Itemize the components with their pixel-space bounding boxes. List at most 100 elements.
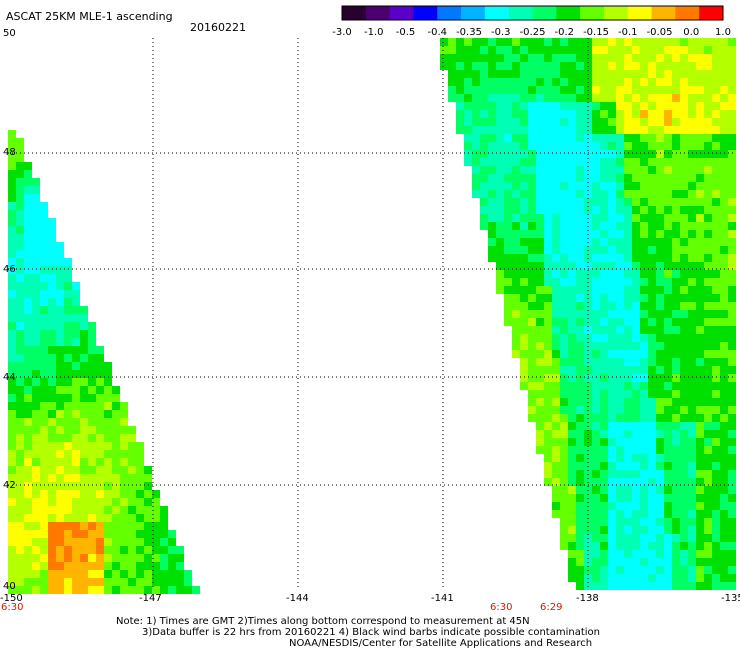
data-cell [160, 530, 168, 538]
data-cell [680, 174, 688, 182]
data-cell [696, 182, 704, 190]
data-cell [16, 394, 24, 402]
colorbar-label: -3.0 [332, 27, 352, 38]
colorbar-swatch [461, 6, 486, 20]
data-cell [720, 38, 728, 46]
data-cell [536, 46, 544, 54]
data-cell [488, 206, 496, 214]
data-cell [624, 566, 632, 574]
data-cell [488, 62, 496, 70]
data-cell [136, 554, 144, 562]
data-cell [688, 174, 696, 182]
data-cell [664, 398, 672, 406]
data-cell [56, 490, 64, 498]
data-cell [664, 334, 672, 342]
data-cell [536, 398, 544, 406]
data-cell [704, 46, 712, 54]
data-cell [104, 482, 112, 490]
data-cell [680, 102, 688, 110]
data-cell [40, 386, 48, 394]
data-cell [568, 62, 576, 70]
data-cell [512, 286, 520, 294]
data-cell [568, 254, 576, 262]
data-cell [720, 582, 728, 590]
data-cell [664, 214, 672, 222]
data-cell [624, 110, 632, 118]
data-cell [600, 102, 608, 110]
data-cell [720, 454, 728, 462]
data-cell [136, 474, 144, 482]
data-cell [704, 502, 712, 510]
data-cell [728, 454, 736, 462]
data-cell [680, 46, 688, 54]
data-cell [88, 346, 96, 354]
data-cell [88, 530, 96, 538]
data-cell [640, 422, 648, 430]
data-cell [152, 538, 160, 546]
data-cell [40, 402, 48, 410]
data-cell [152, 562, 160, 570]
data-cell [576, 198, 584, 206]
data-cell [464, 86, 472, 94]
data-cell [688, 334, 696, 342]
data-cell [720, 302, 728, 310]
data-cell [640, 126, 648, 134]
data-cell [64, 506, 72, 514]
data-cell [128, 434, 136, 442]
data-cell [632, 574, 640, 582]
data-cell [712, 574, 720, 582]
data-cell [496, 206, 504, 214]
data-cell [80, 570, 88, 578]
data-cell [96, 386, 104, 394]
data-cell [648, 254, 656, 262]
data-cell [664, 158, 672, 166]
data-cell [112, 514, 120, 522]
data-cell [632, 270, 640, 278]
data-cell [552, 126, 560, 134]
data-cell [592, 342, 600, 350]
data-cell [568, 150, 576, 158]
data-cell [32, 554, 40, 562]
data-cell [648, 110, 656, 118]
data-cell [544, 342, 552, 350]
data-cell [680, 54, 688, 62]
data-cell [640, 286, 648, 294]
data-cell [728, 518, 736, 526]
data-cell [704, 358, 712, 366]
data-cell [712, 326, 720, 334]
data-cell [576, 182, 584, 190]
data-cell [624, 526, 632, 534]
data-cell [472, 78, 480, 86]
data-cell [688, 62, 696, 70]
data-cell [672, 390, 680, 398]
data-cell [40, 290, 48, 298]
data-cell [616, 174, 624, 182]
data-cell [552, 206, 560, 214]
data-cell [560, 382, 568, 390]
data-cell [480, 110, 488, 118]
data-cell [544, 238, 552, 246]
data-cell [40, 586, 48, 594]
data-cell [56, 354, 64, 362]
data-cell [592, 358, 600, 366]
data-cell [608, 438, 616, 446]
data-cell [680, 582, 688, 590]
data-cell [576, 286, 584, 294]
data-cell [440, 38, 448, 46]
data-cell [640, 334, 648, 342]
data-cell [712, 526, 720, 534]
data-cell [40, 482, 48, 490]
data-cell [552, 398, 560, 406]
data-cell [120, 482, 128, 490]
data-cell [576, 526, 584, 534]
data-cell [648, 230, 656, 238]
data-cell [640, 78, 648, 86]
data-cell [632, 486, 640, 494]
data-cell [640, 430, 648, 438]
data-cell [664, 350, 672, 358]
data-cell [552, 470, 560, 478]
data-cell [512, 54, 520, 62]
data-cell [472, 158, 480, 166]
lon-label: -138 [576, 593, 599, 604]
data-cell [728, 358, 736, 366]
